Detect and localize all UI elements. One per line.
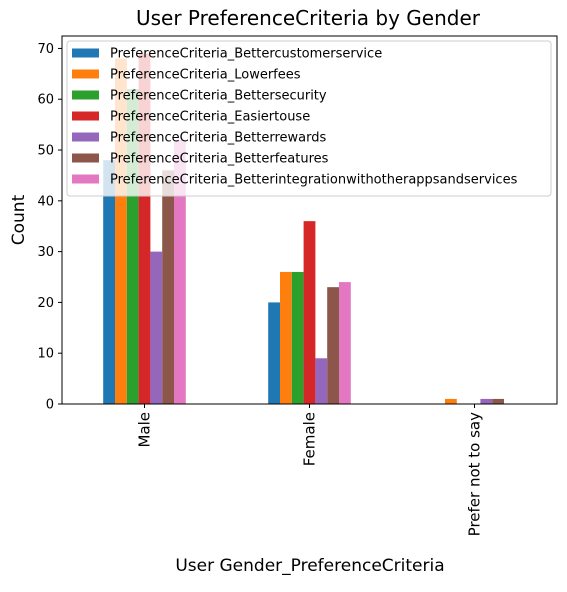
- legend-label-PreferenceCriteria_Betterfeatures: PreferenceCriteria_Betterfeatures: [110, 152, 329, 167]
- y-tick-label-30: 30: [37, 245, 54, 260]
- bar-PreferenceCriteria_Easiertouse-female: [303, 221, 316, 404]
- x-tick-label-male: Male: [136, 412, 154, 448]
- legend-swatch-PreferenceCriteria_Lowerfees: [72, 69, 99, 79]
- y-axis-label: Count: [9, 194, 29, 245]
- y-tick-label-40: 40: [37, 194, 54, 209]
- bar-PreferenceCriteria_Bettercustomerservice-male: [103, 160, 115, 404]
- legend-label-PreferenceCriteria_Betterintegrationwithotherappsandservices: PreferenceCriteria_Betterintegrationwith…: [110, 173, 518, 188]
- y-tick-label-70: 70: [37, 42, 54, 57]
- chart-title: User PreferenceCriteria by Gender: [136, 6, 481, 30]
- legend-box: [66, 40, 552, 197]
- bar-PreferenceCriteria_Lowerfees-female: [280, 271, 292, 404]
- bar-PreferenceCriteria_Betterfeatures-prefer-not-to-say: [492, 398, 504, 404]
- legend-label-PreferenceCriteria_Bettercustomerservice: PreferenceCriteria_Bettercustomerservice: [110, 47, 382, 62]
- bar-PreferenceCriteria_Betterintegrationwithotherappsandservices-male: [174, 139, 186, 404]
- y-tick-label-50: 50: [37, 144, 54, 159]
- legend-swatch-PreferenceCriteria_Bettercustomerservice: [72, 48, 99, 58]
- bar-PreferenceCriteria_Betterfeatures-female: [327, 287, 339, 404]
- bar-PreferenceCriteria_Betterfeatures-male: [162, 170, 174, 404]
- legend-label-PreferenceCriteria_Bettersecurity: PreferenceCriteria_Bettersecurity: [110, 89, 327, 104]
- bar-PreferenceCriteria_Lowerfees-male: [115, 58, 127, 404]
- bar-PreferenceCriteria_Lowerfees-prefer-not-to-say: [445, 398, 457, 404]
- y-tick-label-20: 20: [37, 296, 54, 311]
- legend: PreferenceCriteria_Bettercustomerservice…: [66, 40, 552, 197]
- legend-swatch-PreferenceCriteria_Betterfeatures: [72, 153, 99, 163]
- legend-swatch-PreferenceCriteria_Bettersecurity: [72, 90, 99, 100]
- legend-label-PreferenceCriteria_Betterrewards: PreferenceCriteria_Betterrewards: [110, 131, 326, 146]
- x-tick-label-female: Female: [301, 412, 319, 466]
- legend-label-PreferenceCriteria_Easiertouse: PreferenceCriteria_Easiertouse: [110, 110, 310, 125]
- bar-PreferenceCriteria_Bettercustomerservice-female: [268, 302, 280, 404]
- y-tick-label-60: 60: [37, 93, 54, 108]
- bar-PreferenceCriteria_Betterrewards-female: [315, 358, 328, 404]
- bar-PreferenceCriteria_Bettersecurity-male: [126, 89, 139, 404]
- legend-label-PreferenceCriteria_Lowerfees: PreferenceCriteria_Lowerfees: [110, 68, 301, 83]
- y-axis: 0 10 20 30 40 50 60 70: [37, 42, 62, 413]
- y-tick-label-0: 0: [46, 398, 54, 413]
- x-axis: Male Female Prefer not to say: [136, 404, 484, 536]
- legend-swatch-PreferenceCriteria_Easiertouse: [72, 111, 99, 121]
- y-tick-label-10: 10: [37, 347, 54, 362]
- bars-layer: [103, 53, 504, 405]
- bar-PreferenceCriteria_Betterrewards-prefer-not-to-say: [480, 398, 493, 404]
- legend-swatch-PreferenceCriteria_Betterrewards: [72, 132, 99, 142]
- bar-PreferenceCriteria_Betterintegrationwithotherappsandservices-female: [339, 282, 351, 404]
- x-axis-label: User Gender_PreferenceCriteria: [175, 556, 444, 576]
- x-tick-label-prefer-not-to-say: Prefer not to say: [466, 412, 484, 536]
- bar-PreferenceCriteria_Betterrewards-male: [150, 251, 163, 404]
- legend-swatch-PreferenceCriteria_Betterintegrationwithotherappsandservices: [72, 174, 99, 184]
- bar-PreferenceCriteria_Bettersecurity-female: [291, 271, 304, 404]
- bar-PreferenceCriteria_Easiertouse-male: [138, 53, 151, 405]
